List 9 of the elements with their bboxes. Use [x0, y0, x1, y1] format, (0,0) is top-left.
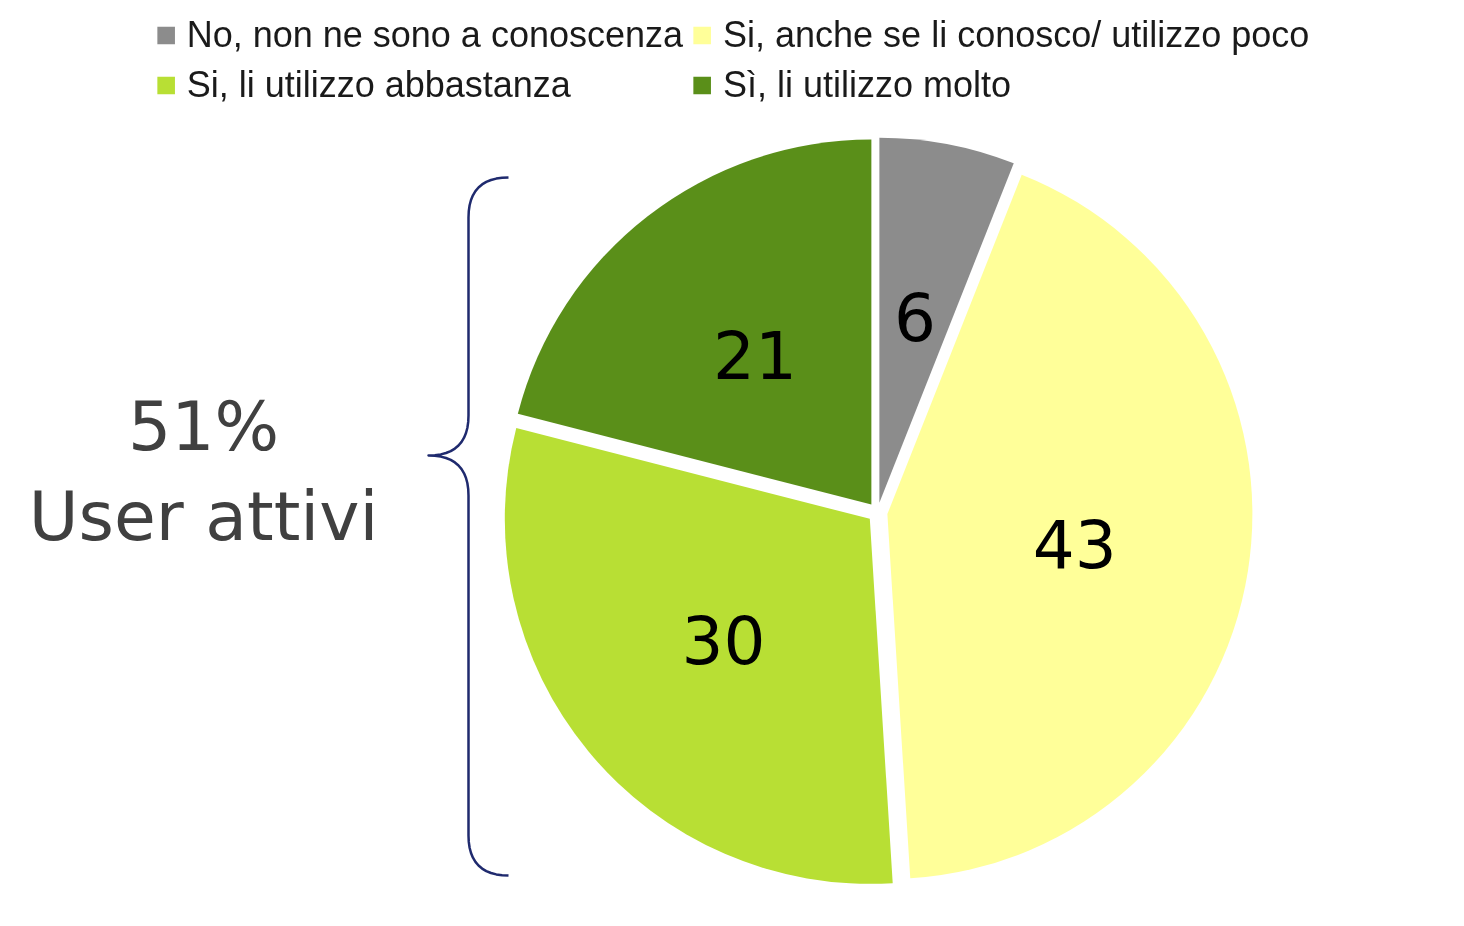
data-label: 30 [681, 603, 766, 681]
legend-label: No, non ne sono a conoscenza [186, 14, 684, 56]
data-label: 21 [713, 318, 798, 396]
legend-label: Sì, li utilizzo molto [723, 64, 1012, 106]
data-label: 43 [1032, 507, 1117, 585]
legend-label: Si, anche se li conosco/ utilizzo poco [723, 14, 1310, 56]
text: 51% User attivi [28, 386, 379, 557]
legend-label: Si, li utilizzo abbastanza [186, 64, 571, 106]
data-label: 6 [893, 279, 936, 357]
